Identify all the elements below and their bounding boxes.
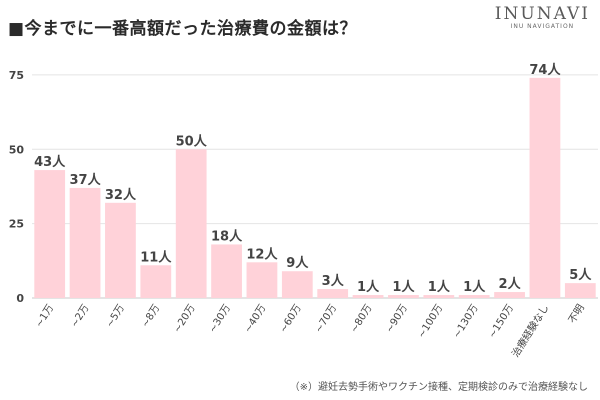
bars xyxy=(34,77,596,298)
value-label: 43人 xyxy=(34,154,66,170)
bar xyxy=(105,202,136,298)
value-label: 1人 xyxy=(463,279,486,295)
value-label: 9人 xyxy=(286,255,309,271)
value-label: 2人 xyxy=(499,276,522,292)
x-tick-label: ~8万 xyxy=(140,303,162,330)
x-tick-label: ~60万 xyxy=(278,303,304,335)
bar xyxy=(388,295,419,298)
value-label: 37人 xyxy=(70,172,102,188)
bar xyxy=(34,170,66,298)
y-axis-ticks: 0 25 50 75 xyxy=(9,69,25,305)
y-tick-label: 75 xyxy=(9,69,24,82)
x-tick-label: ~1万 xyxy=(34,303,56,330)
footnote: （※）避妊去勢手術やワクチン接種、定期検診のみで治療経験なし xyxy=(289,382,588,393)
bar xyxy=(281,271,313,298)
bar xyxy=(564,283,596,298)
bar xyxy=(352,295,384,298)
x-tick-label: ~30万 xyxy=(207,303,233,335)
x-tick-label: ~2万 xyxy=(69,303,91,330)
value-label: 12人 xyxy=(246,246,278,262)
x-tick-label: 治療経験なし xyxy=(509,302,552,360)
y-tick-label: 25 xyxy=(9,218,24,231)
x-tick-label: ~20万 xyxy=(172,303,198,335)
y-tick-label: 50 xyxy=(9,143,25,156)
bar xyxy=(458,295,490,298)
bar xyxy=(494,292,525,298)
value-label: 18人 xyxy=(211,228,243,244)
brand-tagline: INU NAVIGATION xyxy=(510,23,575,30)
x-tick-label: ~5万 xyxy=(105,303,127,330)
x-tick-label: ~40万 xyxy=(243,303,269,335)
y-tick-label: 0 xyxy=(16,292,24,305)
chart-title: ■今までに一番高額だった治療費の金額は？ xyxy=(8,19,358,39)
bar xyxy=(423,295,455,298)
value-label: 3人 xyxy=(322,273,345,289)
x-tick-label: ~130万 xyxy=(452,303,481,341)
bar xyxy=(140,265,172,298)
x-tick-label: 不明 xyxy=(566,302,587,325)
value-label: 5人 xyxy=(569,267,592,283)
value-label: 32人 xyxy=(105,187,137,203)
bar xyxy=(529,77,561,298)
value-label: 11人 xyxy=(140,249,172,265)
bar xyxy=(246,262,278,298)
x-tick-label: ~80万 xyxy=(349,303,375,335)
brand-logo: INUNAVI INU NAVIGATION xyxy=(495,4,590,30)
x-tick-label: ~150万 xyxy=(487,303,516,341)
value-label: 1人 xyxy=(392,279,415,295)
value-label: 1人 xyxy=(428,279,451,295)
x-tick-label: ~100万 xyxy=(416,303,445,341)
value-label: 74人 xyxy=(529,62,561,78)
bar xyxy=(69,187,101,298)
value-label: 50人 xyxy=(176,133,208,149)
value-label: 1人 xyxy=(357,279,380,295)
bar xyxy=(211,244,242,298)
x-tick-label: ~70万 xyxy=(313,303,339,335)
x-tick-label: ~90万 xyxy=(384,303,410,335)
bar xyxy=(317,289,349,298)
x-axis-ticks: ~1万 ~2万 ~5万 ~8万 ~20万 ~30万 ~40万 ~60万 ~70万 ~80万 ~90万… xyxy=(34,302,587,360)
brand-name: INUNAVI xyxy=(494,4,590,24)
bar xyxy=(175,149,207,298)
